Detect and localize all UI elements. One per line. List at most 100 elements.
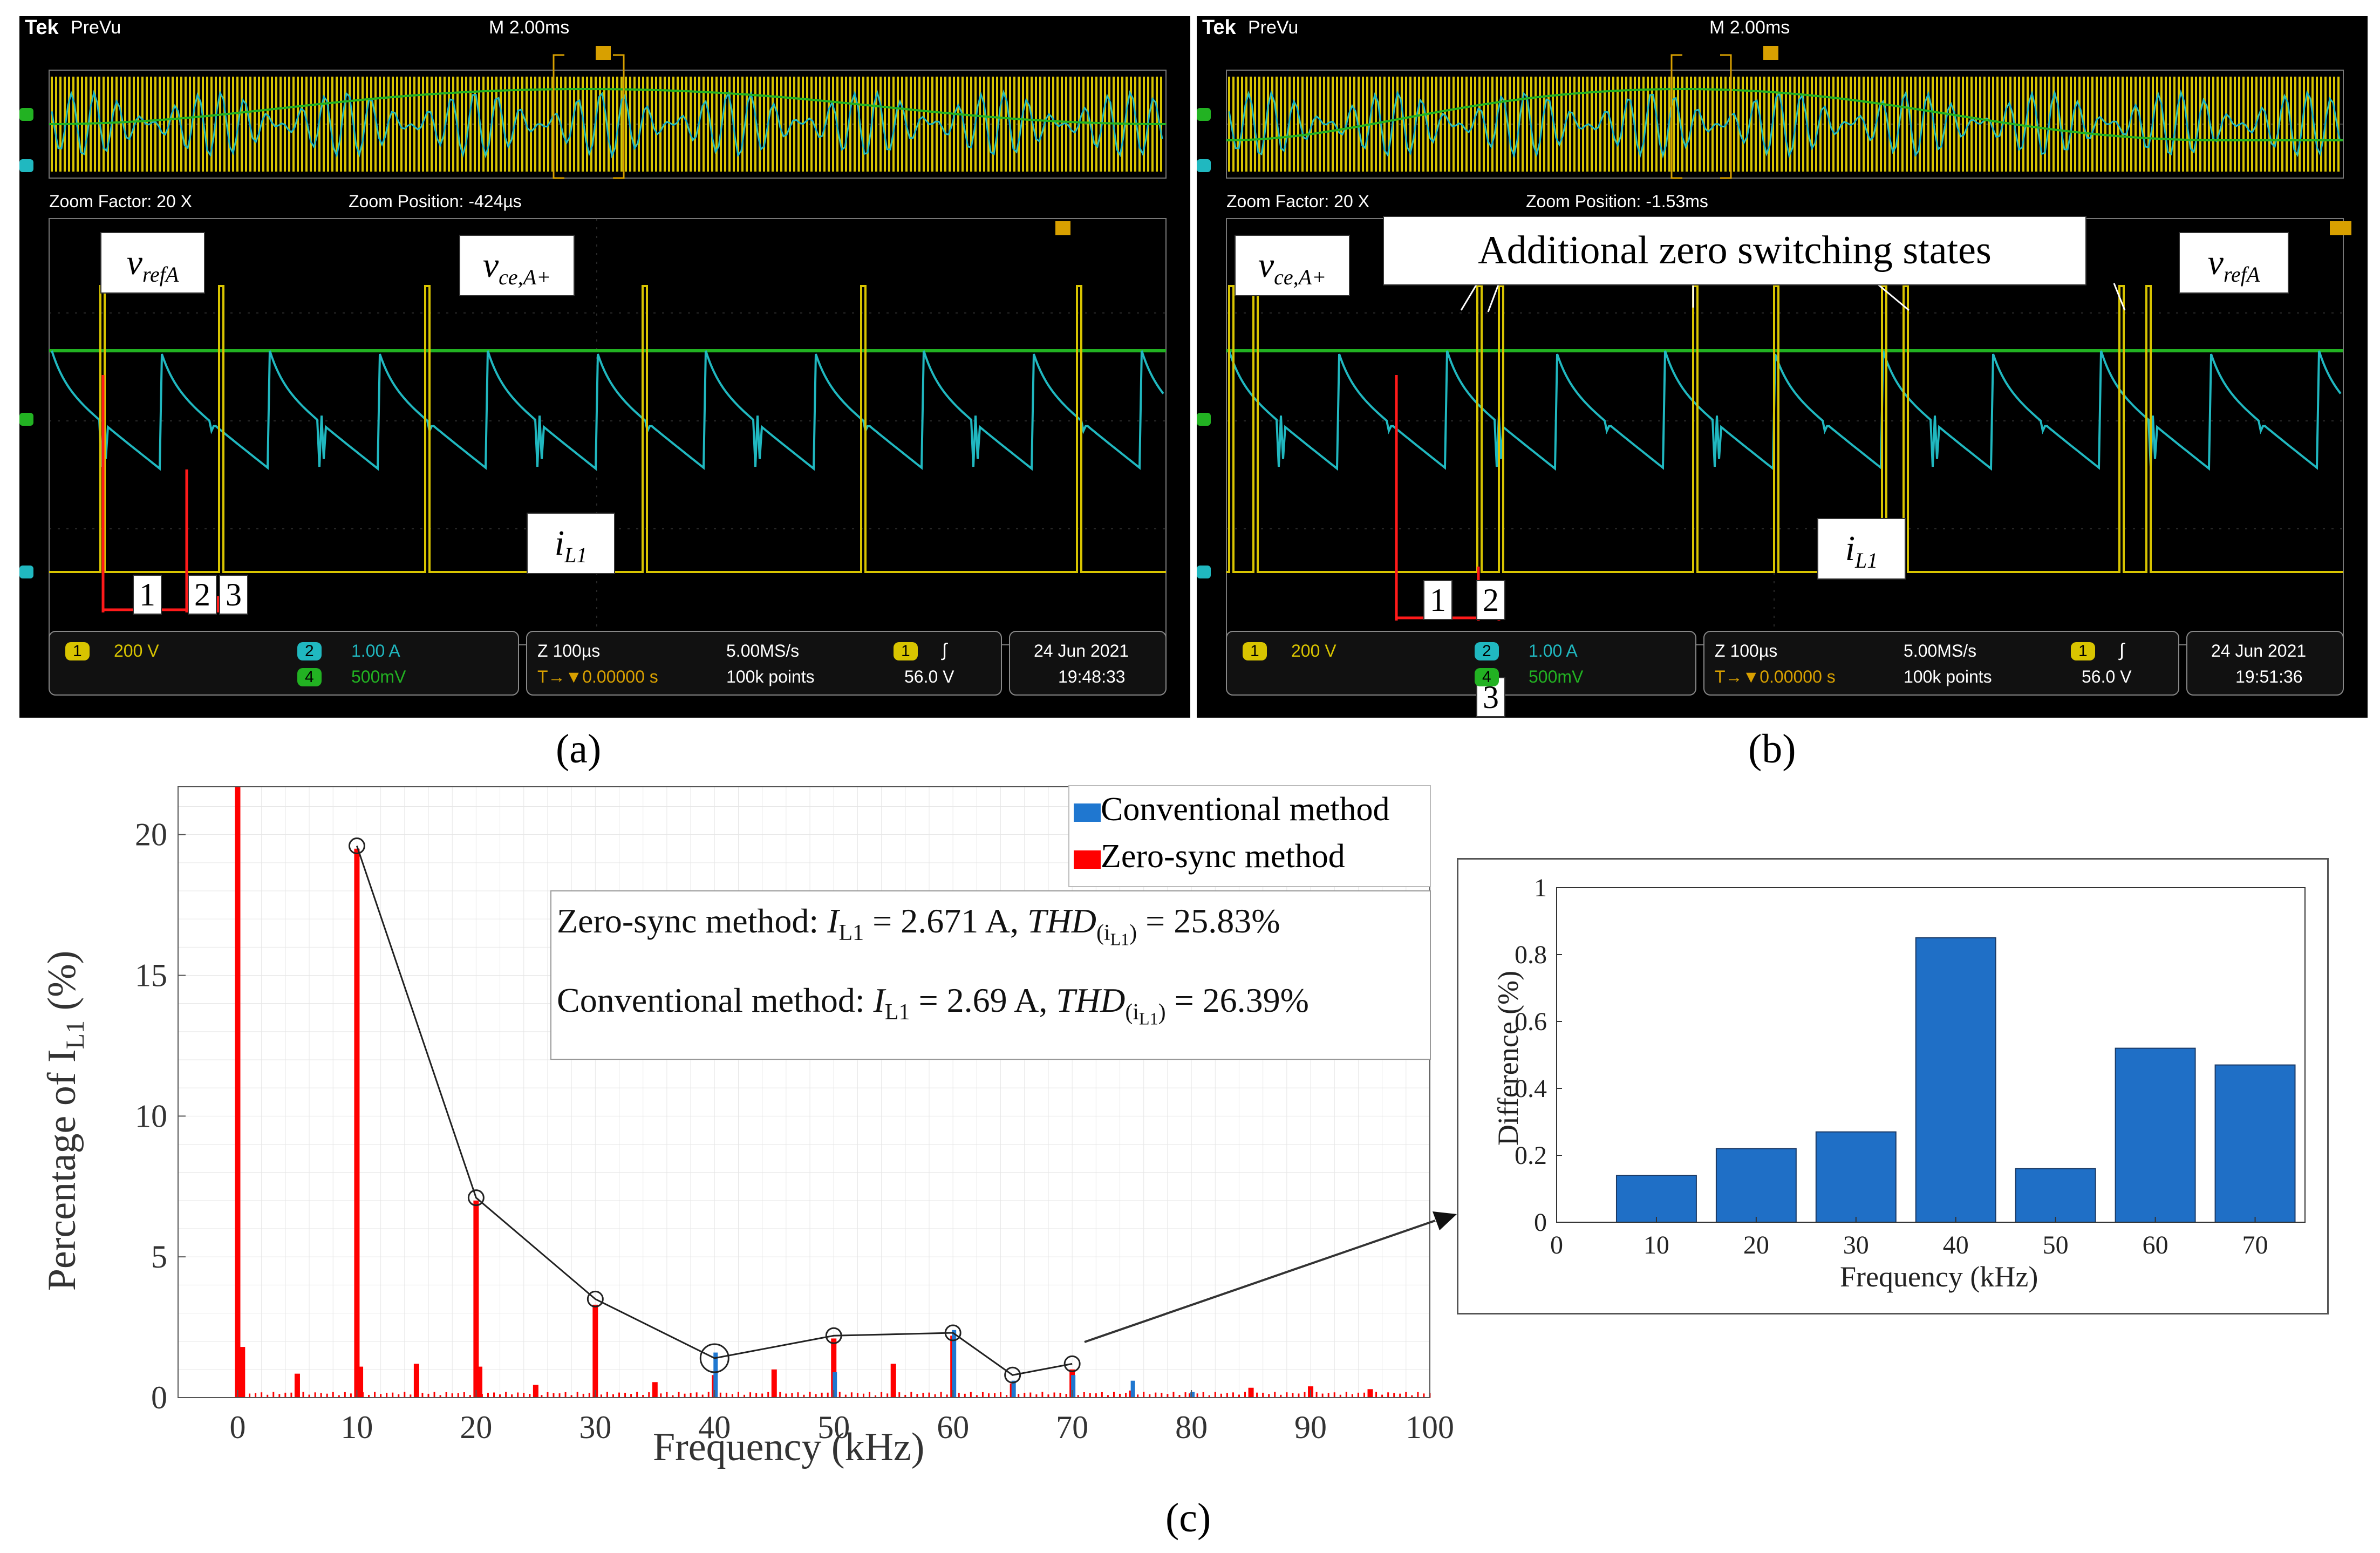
envelope-marker-10 — [348, 837, 365, 855]
bar-conventional-80 — [1190, 1392, 1195, 1398]
zoom-factor: Zoom Factor: 20 X — [49, 192, 192, 211]
bar-zerosync-20 — [473, 1200, 479, 1398]
caption-c: (c) — [1165, 1495, 1211, 1541]
envelope-marker-20 — [467, 1189, 485, 1207]
trigger-level: 56.0 V — [904, 667, 954, 686]
ytick-label-15: 15 — [135, 958, 167, 993]
annotation-zero-states: Additional zero switching states — [1383, 216, 2086, 285]
thd-line-conventional: Conventional method: IL1 = 2.69 A, THD(i… — [557, 981, 1309, 1028]
bar-zerosync-95 — [1367, 1389, 1373, 1398]
date: 24 Jun 2021 — [1034, 641, 1129, 660]
bar-conventional-50 — [833, 1372, 837, 1398]
diff-ytick-label-2: 0.4 — [1515, 1074, 1547, 1103]
diff-xtick-label-60: 60 — [2143, 1231, 2168, 1259]
bar-zerosync-45 — [771, 1369, 777, 1398]
ch1-scale: 200 V — [114, 641, 159, 660]
bar-zerosync-15 — [413, 1364, 419, 1398]
caption-b: (b) — [1748, 726, 1796, 772]
bar-zerosync-5 — [294, 1373, 300, 1398]
interval-1: 1 — [1423, 580, 1452, 620]
brand-logo: Tek — [25, 16, 59, 39]
trigger-position: T→▼0.00000 s — [1715, 667, 1836, 686]
diff-ytick-label-5: 1 — [1534, 874, 1547, 902]
scope-b-traces — [1197, 46, 2351, 696]
bar-conventional-40 — [713, 1352, 718, 1398]
diff-bar-30 — [1815, 1131, 1897, 1223]
diff-bar-60 — [2115, 1047, 2196, 1223]
diff-ytick-label-1: 0.2 — [1515, 1141, 1547, 1170]
bar-zerosync-25 — [533, 1385, 538, 1398]
bar-zerosync-0.4 — [240, 1347, 245, 1398]
diff-bar-50 — [2015, 1168, 2096, 1223]
trigger-level: 56.0 V — [2082, 667, 2132, 686]
legend-swatch-conventional — [1074, 803, 1101, 822]
xtick-label-30: 30 — [579, 1409, 611, 1445]
diff-xtick-label-0: 0 — [1550, 1231, 1563, 1259]
envelope-marker-30 — [587, 1290, 604, 1307]
xtick-label-80: 80 — [1175, 1409, 1208, 1445]
envelope-marker-40 — [699, 1343, 729, 1373]
label-il: iL1 — [527, 513, 615, 574]
xtick-label-40: 40 — [698, 1409, 731, 1445]
difference-xlabel: Frequency (kHz) — [1840, 1261, 2038, 1293]
diff-xtick-label-70: 70 — [2242, 1231, 2268, 1259]
xtick-label-0: 0 — [229, 1409, 245, 1445]
label-vref: vrefA — [100, 232, 205, 294]
trigger-slope-icon: ∫ — [2119, 640, 2125, 660]
diff-bar-70 — [2214, 1064, 2296, 1223]
interval-1: 1 — [133, 575, 162, 615]
zoom-scale: Z 100µs — [1715, 641, 1778, 660]
timebase: M 2.00ms — [1709, 17, 1790, 38]
label-il: iL1 — [1817, 518, 1906, 580]
xtick-label-100: 100 — [1406, 1409, 1454, 1445]
trigger-channel: 1 — [894, 642, 918, 660]
diff-ytick-label-4: 0.8 — [1515, 941, 1547, 969]
ch4-badge: 4 — [297, 668, 322, 686]
diff-xtick-label-40: 40 — [1943, 1231, 1969, 1259]
envelope-marker-65 — [1004, 1366, 1021, 1384]
bar-conventional-60 — [952, 1330, 957, 1398]
xtick-label-10: 10 — [340, 1409, 373, 1445]
bar-zerosync-20.3 — [477, 1366, 483, 1398]
thd-line-zerosync: Zero-sync method: IL1 = 2.671 A, THD(iL1… — [557, 902, 1280, 949]
legend-item-zerosync: Zero-sync method — [1074, 837, 1345, 876]
oscilloscope-b: Tek PreVu M 2.00ms Zoom Factor: 20 X Zoo… — [1197, 16, 2368, 718]
bar-zerosync-85 — [1248, 1387, 1254, 1398]
thd-info-box: Zero-sync method: IL1 = 2.671 A, THD(iL1… — [550, 890, 1431, 1060]
envelope-marker-70 — [1063, 1355, 1081, 1372]
diff-ytick-label-3: 0.6 — [1515, 1007, 1547, 1036]
trigger-slope-icon: ∫ — [942, 640, 947, 660]
bar-zerosync-30 — [592, 1304, 598, 1398]
bar-conventional-65 — [1011, 1380, 1016, 1398]
acq-mode: PreVu — [1248, 17, 1299, 38]
envelope-marker-60 — [944, 1324, 961, 1341]
legend-swatch-zerosync — [1074, 850, 1101, 869]
ch4-badge: 4 — [1475, 668, 1499, 686]
diff-bar-20 — [1715, 1148, 1797, 1223]
diff-bar-10 — [1615, 1175, 1697, 1223]
date: 24 Jun 2021 — [2211, 641, 2307, 660]
zoom-position: Zoom Position: -1.53ms — [1526, 192, 1708, 211]
xtick-label-90: 90 — [1294, 1409, 1327, 1445]
ch4-scale: 500mV — [1529, 667, 1584, 686]
bar-zerosync-10 — [354, 848, 360, 1398]
label-vce: vce,A+ — [1235, 235, 1350, 296]
time: 19:48:33 — [1058, 667, 1126, 686]
diff-xtick-label-50: 50 — [2043, 1231, 2069, 1259]
ch4-scale: 500mV — [351, 667, 406, 686]
interval-2: 2 — [1476, 580, 1505, 620]
zoom-scale: Z 100µs — [537, 641, 601, 660]
brand-logo: Tek — [1202, 16, 1236, 39]
diff-xtick-label-20: 20 — [1743, 1231, 1769, 1259]
bar-zerosync-50 — [831, 1338, 837, 1398]
bar-conventional-70 — [1071, 1375, 1076, 1398]
bar-conventional-75 — [1130, 1380, 1135, 1398]
label-vref: vrefA — [2179, 232, 2289, 294]
envelope-marker-50 — [825, 1327, 842, 1344]
trigger-channel: 1 — [2071, 642, 2095, 660]
xtick-label-20: 20 — [460, 1409, 492, 1445]
envelope-line — [356, 846, 1073, 1376]
acq-mode: PreVu — [71, 17, 121, 38]
spectrum-xlabel: Frequency (kHz) — [653, 1425, 925, 1469]
